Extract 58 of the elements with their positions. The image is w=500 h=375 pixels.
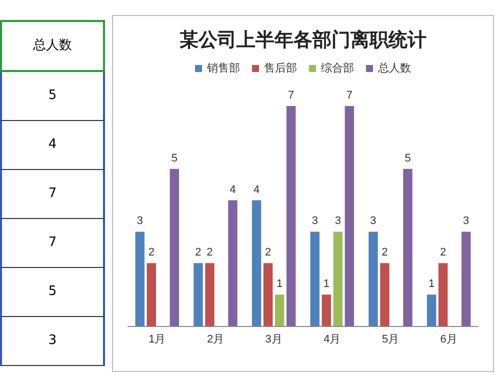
data-label: 2 — [148, 246, 154, 259]
bar — [344, 106, 354, 326]
x-tick-label: 3月 — [265, 334, 282, 346]
data-label: 3 — [370, 215, 376, 228]
data-label: 3 — [136, 215, 143, 228]
bar — [263, 263, 273, 326]
bar — [333, 232, 343, 326]
legend-label: 总人数 — [377, 62, 411, 74]
legend-label: 售后部 — [264, 62, 297, 74]
bar — [310, 232, 320, 326]
bar — [228, 200, 238, 326]
text: 7 — [0, 219, 105, 268]
data-label: 1 — [428, 278, 435, 290]
bar — [426, 294, 436, 326]
x-tick-label: 2月 — [206, 334, 224, 346]
chart-title: 某公司上半年各部门离职统计 — [180, 29, 426, 51]
data-label: 2 — [440, 246, 446, 259]
data-label: 2 — [382, 246, 388, 259]
bar — [322, 294, 332, 326]
data-label: 4 — [254, 184, 260, 196]
bar — [205, 263, 214, 326]
text: 总人数 — [0, 20, 105, 72]
bar — [438, 263, 448, 326]
data-label: 4 — [230, 184, 236, 196]
data-label: 7 — [288, 90, 294, 102]
bar — [135, 232, 144, 326]
data-label: 1 — [323, 278, 330, 290]
text: 3 — [0, 317, 105, 366]
data-label: 3 — [334, 215, 341, 228]
data-label: 2 — [206, 246, 213, 259]
bar — [274, 294, 284, 326]
legend-label: 综合部 — [321, 62, 354, 74]
bar — [286, 106, 296, 326]
data-label: 2 — [265, 246, 272, 259]
text: 4 — [0, 121, 105, 170]
bar — [194, 263, 203, 326]
legend-label: 销售部 — [206, 62, 240, 74]
data-label: 7 — [346, 90, 352, 102]
data-label: 5 — [171, 152, 178, 164]
x-tick-label: 6月 — [440, 334, 458, 346]
bar — [462, 232, 471, 326]
bar — [380, 263, 390, 326]
x-tick-label: 4月 — [324, 334, 341, 346]
data-label: 3 — [312, 215, 318, 228]
data-label: 2 — [195, 246, 202, 259]
text: 7 — [0, 170, 105, 219]
bar — [252, 200, 262, 326]
x-tick-label: 1月 — [148, 334, 166, 346]
data-label: 3 — [463, 215, 470, 228]
bar — [146, 263, 156, 326]
text: 5 — [0, 268, 105, 317]
data-label: 1 — [276, 278, 283, 290]
bar — [368, 232, 378, 326]
x-tick-label: 5月 — [382, 334, 400, 346]
text: 5 — [0, 72, 105, 121]
bar — [403, 168, 412, 326]
data-label: 5 — [404, 152, 411, 164]
bar — [170, 168, 180, 326]
